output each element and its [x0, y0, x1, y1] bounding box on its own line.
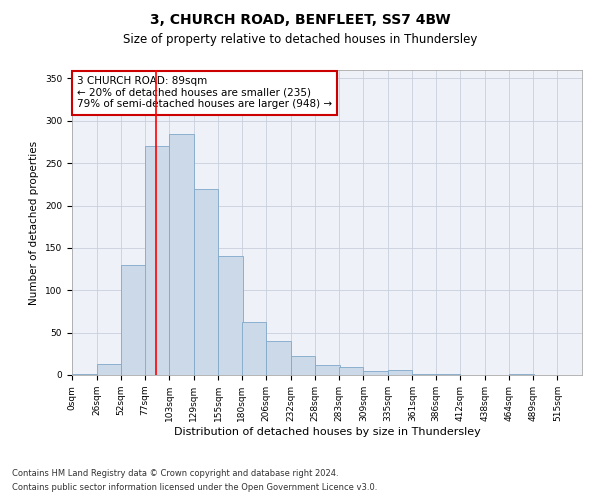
Text: Contains HM Land Registry data © Crown copyright and database right 2024.: Contains HM Land Registry data © Crown c…: [12, 468, 338, 477]
Bar: [72, 374, 97, 375]
Bar: [169, 134, 194, 375]
Bar: [291, 356, 315, 375]
Bar: [388, 370, 412, 375]
Bar: [97, 364, 121, 375]
Bar: [242, 322, 266, 375]
Text: 3 CHURCH ROAD: 89sqm
← 20% of detached houses are smaller (235)
79% of semi-deta: 3 CHURCH ROAD: 89sqm ← 20% of detached h…: [77, 76, 332, 110]
Text: Size of property relative to detached houses in Thundersley: Size of property relative to detached ho…: [123, 32, 477, 46]
X-axis label: Distribution of detached houses by size in Thundersley: Distribution of detached houses by size …: [173, 426, 481, 436]
Bar: [509, 374, 534, 375]
Y-axis label: Number of detached properties: Number of detached properties: [29, 140, 40, 304]
Text: Contains public sector information licensed under the Open Government Licence v3: Contains public sector information licen…: [12, 484, 377, 492]
Bar: [315, 365, 340, 375]
Bar: [145, 146, 169, 375]
Bar: [363, 371, 388, 375]
Bar: [412, 374, 437, 375]
Bar: [121, 265, 146, 375]
Bar: [339, 366, 363, 375]
Bar: [436, 374, 460, 375]
Bar: [194, 188, 218, 375]
Bar: [218, 256, 242, 375]
Bar: [266, 341, 291, 375]
Text: 3, CHURCH ROAD, BENFLEET, SS7 4BW: 3, CHURCH ROAD, BENFLEET, SS7 4BW: [149, 12, 451, 26]
